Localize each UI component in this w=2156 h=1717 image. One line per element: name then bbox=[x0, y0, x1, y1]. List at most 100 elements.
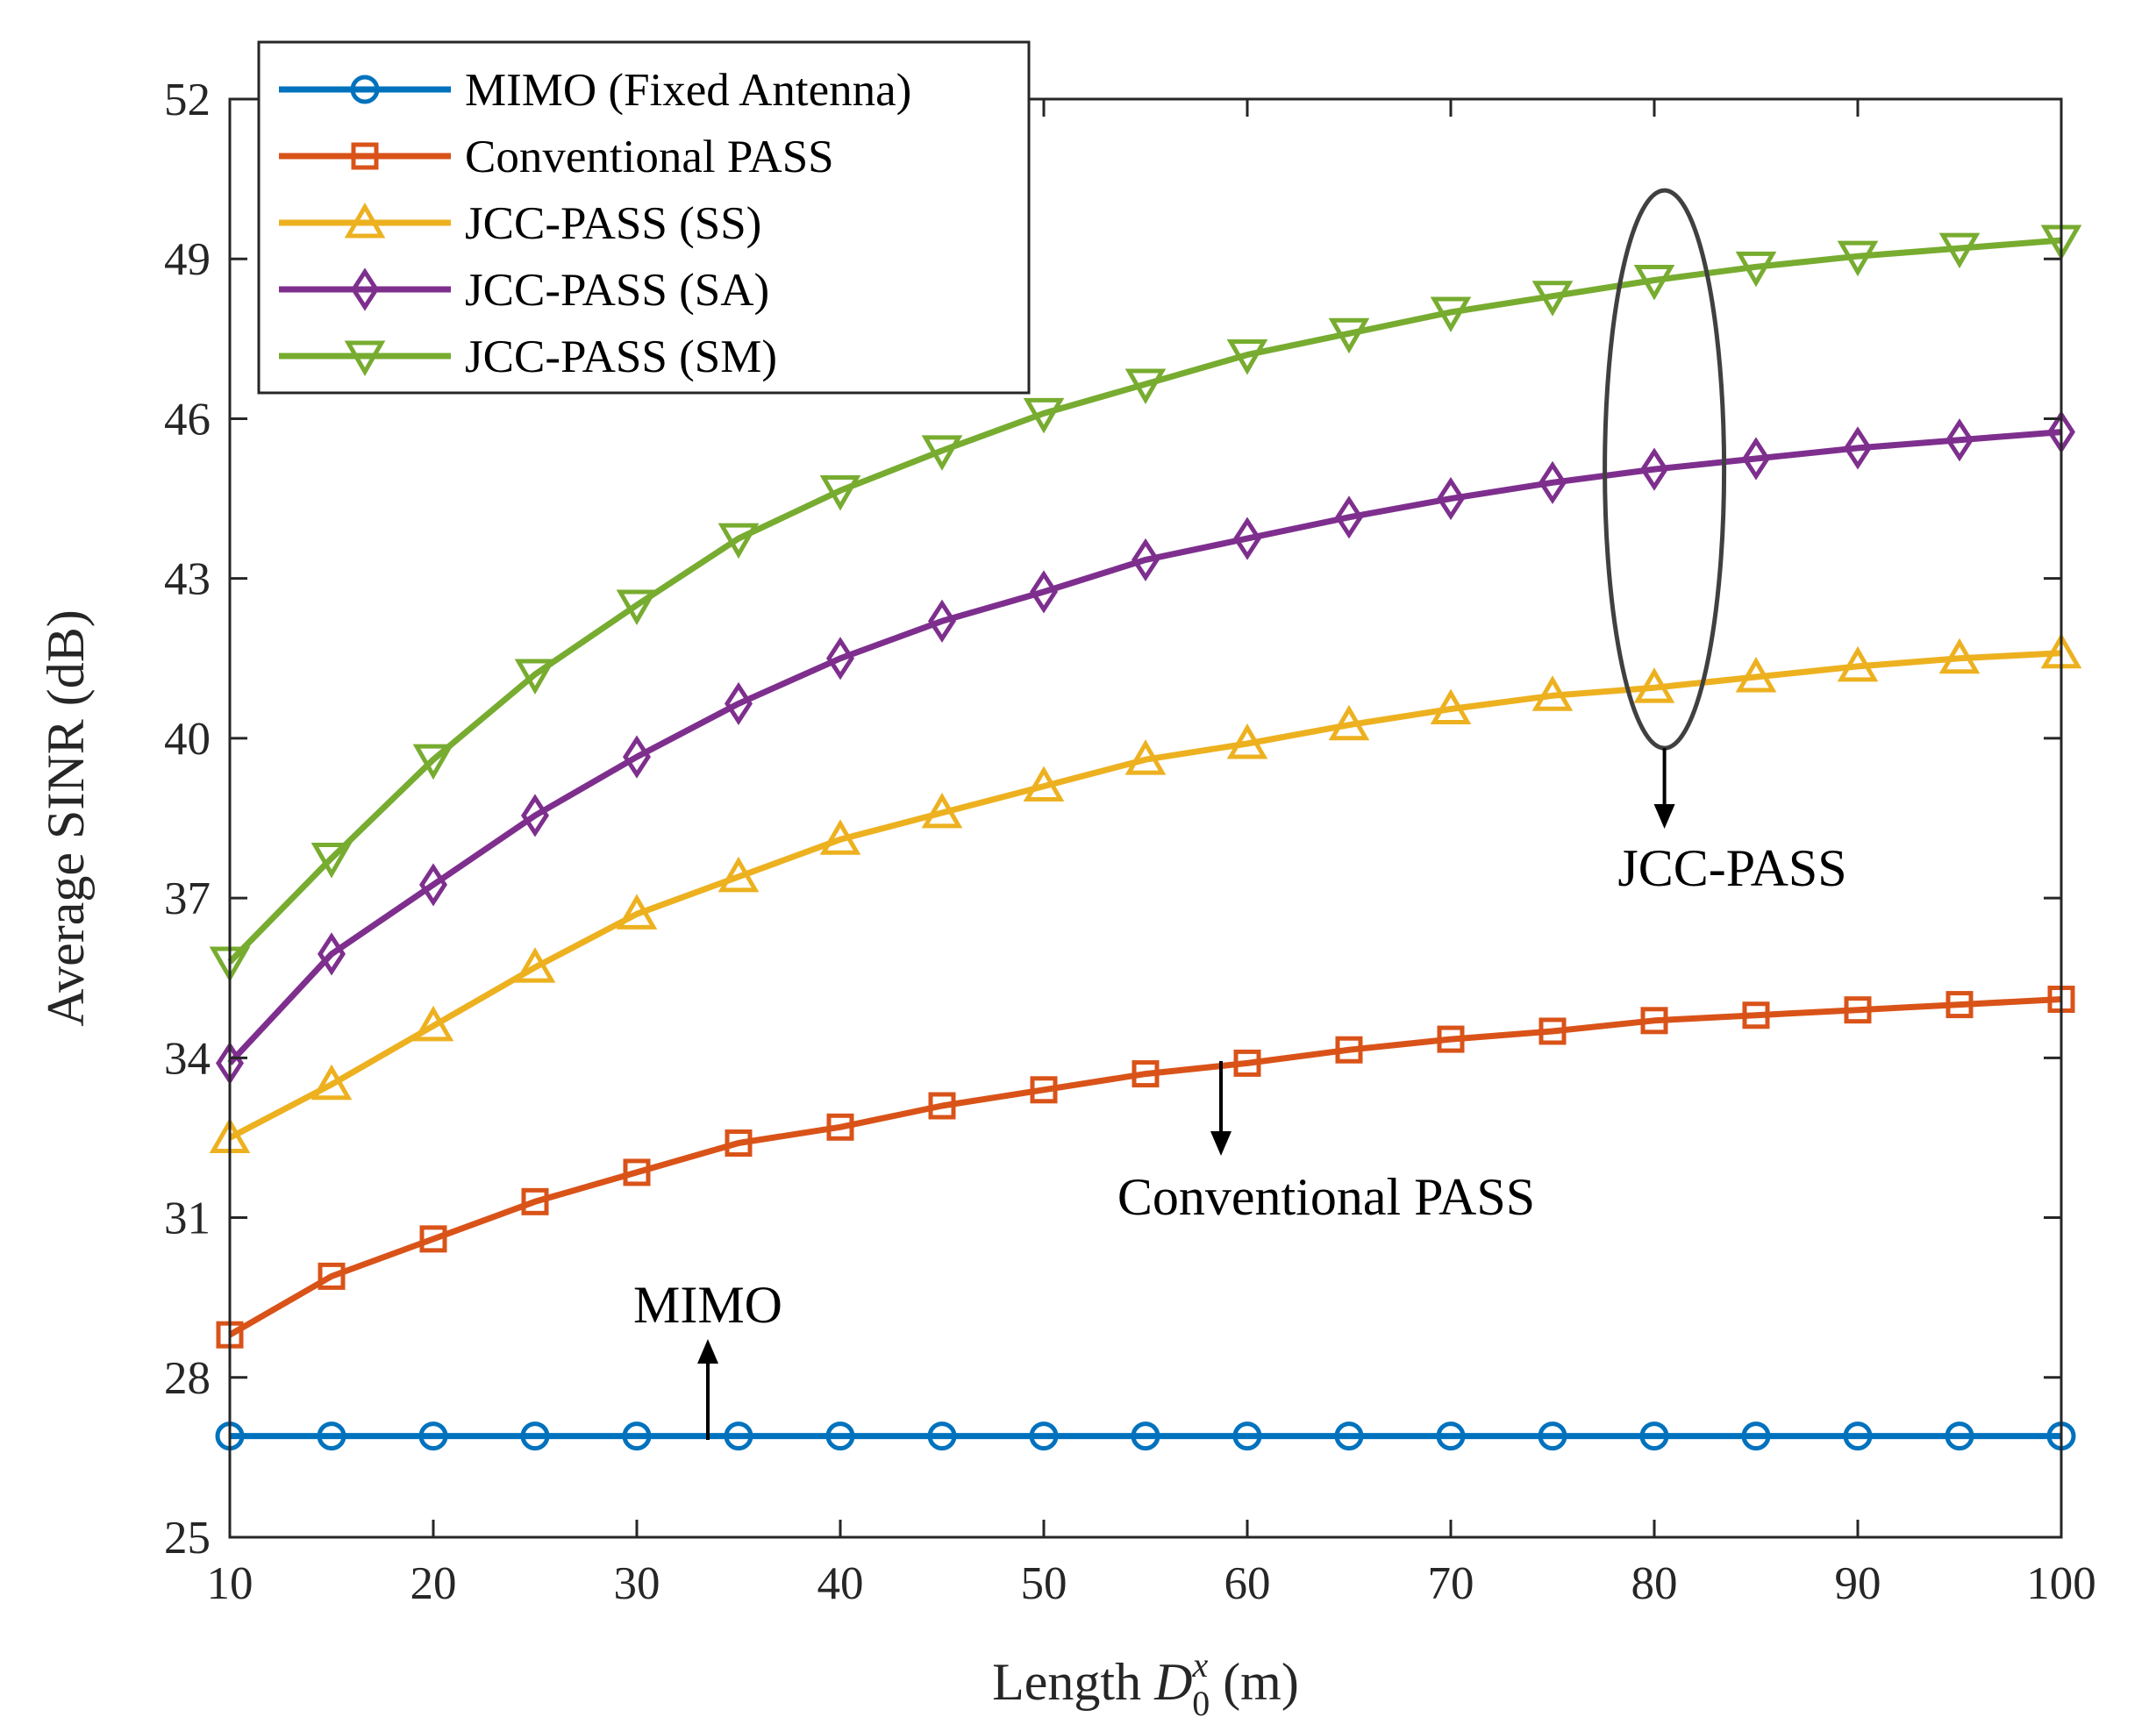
data-point-jcc-pass-sa bbox=[1538, 460, 1567, 504]
data-point-jcc-pass-sm bbox=[819, 474, 861, 511]
legend-marker bbox=[344, 340, 386, 377]
data-point-jcc-pass-sa bbox=[1335, 495, 1363, 539]
x-axis-label-suffix: (m) bbox=[1210, 1653, 1299, 1711]
data-point-jcc-pass-ss bbox=[1023, 766, 1065, 802]
data-point-jcc-pass-sa bbox=[419, 863, 447, 907]
data-point-mimo-fixed-antenna bbox=[1639, 1421, 1669, 1451]
data-point-jcc-pass-ss bbox=[616, 894, 658, 930]
y-tick-label: 40 bbox=[164, 714, 211, 765]
mimo-arrow bbox=[697, 1339, 718, 1440]
data-point-jcc-pass-sa bbox=[1233, 517, 1261, 560]
data-point-jcc-pass-sm bbox=[1023, 397, 1065, 434]
legend-marker bbox=[351, 267, 379, 311]
data-point-jcc-pass-sa bbox=[928, 599, 956, 643]
data-point-jcc-pass-ss bbox=[311, 1064, 353, 1101]
data-point-conventional-pass bbox=[1233, 1049, 1261, 1077]
legend-label: Conventional PASS bbox=[465, 132, 834, 182]
data-point-mimo-fixed-antenna bbox=[825, 1421, 855, 1451]
data-point-conventional-pass bbox=[1538, 1017, 1567, 1045]
data-point-conventional-pass bbox=[725, 1129, 753, 1158]
series-line-jcc-pass-ss bbox=[228, 650, 2062, 1141]
x-tick-label: 100 bbox=[2026, 1558, 2096, 1609]
y-tick-label: 49 bbox=[164, 234, 211, 285]
data-point-jcc-pass-ss bbox=[1531, 675, 1574, 711]
data-point-jcc-pass-ss bbox=[1837, 645, 1879, 682]
data-point-jcc-pass-sm bbox=[1837, 240, 1879, 277]
series-conventional-pass bbox=[216, 986, 2075, 1349]
data-point-jcc-pass-sm bbox=[412, 744, 454, 780]
data-point-jcc-pass-sa bbox=[1640, 447, 1668, 491]
data-point-mimo-fixed-antenna bbox=[520, 1421, 550, 1451]
x-tick-label: 80 bbox=[1631, 1558, 1678, 1609]
data-point-jcc-pass-sm bbox=[616, 589, 658, 626]
data-point-jcc-pass-sa bbox=[1945, 418, 1974, 462]
data-point-mimo-fixed-antenna bbox=[1843, 1421, 1873, 1451]
x-tick-label: 20 bbox=[410, 1558, 457, 1609]
y-tick-label: 52 bbox=[164, 75, 211, 125]
data-point-conventional-pass bbox=[1132, 1060, 1160, 1088]
data-point-mimo-fixed-antenna bbox=[1131, 1421, 1160, 1451]
data-point-jcc-pass-sa bbox=[1030, 570, 1058, 614]
data-point-jcc-pass-ss bbox=[921, 792, 963, 829]
data-point-jcc-pass-sa bbox=[623, 735, 651, 779]
y-tick-label: 46 bbox=[164, 394, 211, 445]
data-point-mimo-fixed-antenna bbox=[622, 1421, 652, 1451]
data-point-mimo-fixed-antenna bbox=[317, 1421, 346, 1451]
x-tick-label: 30 bbox=[614, 1558, 660, 1609]
conventional-pass-arrow bbox=[1210, 1061, 1231, 1156]
data-point-jcc-pass-sm bbox=[1124, 368, 1167, 404]
data-point-conventional-pass bbox=[826, 1113, 854, 1141]
conventional-pass-arrow-head bbox=[1210, 1131, 1231, 1156]
x-axis-label-prefix: Length bbox=[992, 1653, 1154, 1711]
data-point-jcc-pass-sm bbox=[1735, 251, 1777, 288]
x-tick-label: 70 bbox=[1428, 1558, 1474, 1609]
x-axis-label-symbol: D bbox=[1153, 1653, 1192, 1711]
data-point-jcc-pass-sa bbox=[521, 794, 549, 837]
conventional-pass-annotation: Conventional PASS bbox=[1117, 1168, 1535, 1226]
data-point-jcc-pass-sa bbox=[826, 637, 854, 680]
legend-item-mimo-fixed-antenna: MIMO (Fixed Antenna) bbox=[279, 65, 911, 116]
data-point-jcc-pass-sa bbox=[725, 681, 753, 725]
data-point-conventional-pass bbox=[419, 1225, 447, 1253]
data-point-jcc-pass-sm bbox=[1430, 296, 1472, 332]
x-tick-label: 40 bbox=[817, 1558, 864, 1609]
data-point-jcc-pass-ss bbox=[819, 819, 861, 855]
mimo-arrow-head bbox=[697, 1339, 718, 1364]
legend-item-jcc-pass-ss: JCC-PASS (SS) bbox=[279, 198, 761, 249]
axes-layer: 10 20 30 40 50 60 70 80 90 100 25 28 31 34 37 40 43 46 49 5… bbox=[164, 75, 2096, 1609]
x-tick-label: 10 bbox=[207, 1558, 253, 1609]
data-point-conventional-pass bbox=[928, 1092, 956, 1120]
data-point-jcc-pass-sm bbox=[1531, 281, 1574, 317]
legend-marker bbox=[350, 75, 380, 104]
legend-marker bbox=[351, 142, 379, 170]
data-point-conventional-pass bbox=[1335, 1036, 1363, 1064]
data-point-mimo-fixed-antenna bbox=[1334, 1421, 1364, 1451]
legend-label: JCC-PASS (SM) bbox=[465, 331, 777, 382]
series-line-jcc-pass-sa bbox=[227, 429, 2062, 1065]
data-point-mimo-fixed-antenna bbox=[927, 1421, 957, 1451]
data-point-mimo-fixed-antenna bbox=[724, 1421, 753, 1451]
data-point-jcc-pass-sm bbox=[514, 659, 556, 695]
data-point-mimo-fixed-antenna bbox=[1538, 1421, 1567, 1451]
data-point-jcc-pass-sa bbox=[318, 932, 346, 976]
data-point-conventional-pass bbox=[1742, 1001, 1770, 1029]
data-point-mimo-fixed-antenna bbox=[1741, 1421, 1771, 1451]
legend-item-jcc-pass-sm: JCC-PASS (SM) bbox=[279, 331, 777, 382]
data-point-conventional-pass bbox=[1945, 991, 1974, 1019]
data-point-jcc-pass-ss bbox=[717, 856, 760, 893]
data-point-jcc-pass-sm bbox=[1226, 339, 1268, 375]
x-tick-label: 90 bbox=[1835, 1558, 1881, 1609]
axes-box bbox=[228, 97, 2063, 1539]
data-point-jcc-pass-ss bbox=[1735, 657, 1777, 693]
legend-label: MIMO (Fixed Antenna) bbox=[465, 65, 911, 116]
data-point-conventional-pass bbox=[623, 1158, 651, 1186]
jcc-pass-arrow-head bbox=[1653, 804, 1675, 829]
jcc-pass-arrow bbox=[1653, 748, 1675, 829]
legend-label: JCC-PASS (SS) bbox=[465, 198, 761, 249]
legend-box bbox=[257, 40, 1031, 395]
data-point-mimo-fixed-antenna bbox=[1232, 1421, 1262, 1451]
y-tick-label: 28 bbox=[164, 1353, 211, 1404]
data-point-jcc-pass-ss bbox=[1328, 704, 1370, 741]
data-point-jcc-pass-sm bbox=[1633, 265, 1675, 301]
y-axis-label: Average SINR (dB) bbox=[37, 609, 95, 1026]
